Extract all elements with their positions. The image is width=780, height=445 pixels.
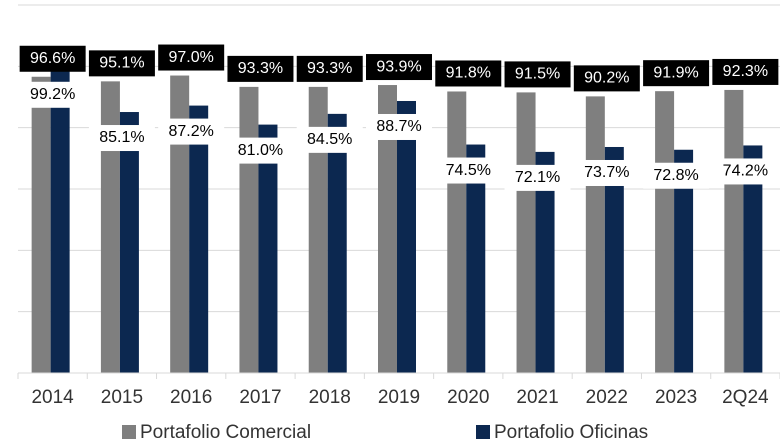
bar	[327, 113, 347, 373]
x-tick-label: 2016	[170, 387, 212, 408]
bar	[119, 112, 139, 373]
data-label-box	[19, 81, 86, 108]
x-tick-label: 2023	[655, 387, 697, 408]
bar	[397, 100, 416, 373]
x-tick-label: 2019	[378, 387, 420, 408]
bar	[535, 151, 555, 373]
legend-swatch	[476, 425, 490, 439]
x-tick-label: 2020	[447, 387, 489, 408]
data-label: 91.5%	[515, 66, 560, 83]
x-tick-label: 2014	[31, 387, 74, 408]
data-label-box	[88, 125, 155, 152]
bar	[516, 92, 536, 374]
data-label-box	[504, 61, 571, 88]
data-label: 95.1%	[99, 55, 144, 72]
data-label: 87.2%	[168, 123, 213, 140]
data-label: 72.8%	[653, 167, 698, 184]
data-label-box	[435, 157, 502, 184]
bar	[258, 124, 278, 373]
bar	[239, 86, 259, 373]
data-label: 85.1%	[99, 129, 144, 146]
data-label: 88.7%	[376, 118, 421, 135]
data-label: 72.1%	[515, 169, 560, 186]
data-label-box	[296, 126, 363, 153]
bar	[378, 85, 397, 373]
data-label: 74.2%	[723, 163, 768, 180]
data-label-box	[643, 60, 710, 87]
data-label-box	[643, 162, 710, 189]
data-label: 93.9%	[376, 58, 421, 75]
data-label-box	[712, 58, 779, 85]
data-label: 84.5%	[307, 131, 352, 148]
x-tick-label: 2018	[309, 387, 351, 408]
x-tick-label: 2022	[586, 387, 628, 408]
data-label: 93.3%	[238, 60, 283, 77]
data-label: 73.7%	[584, 164, 629, 181]
bar	[585, 96, 605, 374]
bar	[170, 75, 190, 374]
data-label-box	[366, 113, 432, 140]
data-label-box	[296, 55, 363, 82]
x-tick-label: 2Q24	[722, 387, 769, 408]
data-label-box	[504, 164, 571, 191]
data-label-box	[573, 65, 640, 92]
data-label-box	[19, 45, 86, 72]
data-label-box	[573, 159, 640, 186]
data-label-box	[366, 54, 432, 81]
bar	[100, 81, 120, 374]
data-label: 92.3%	[723, 63, 768, 80]
data-label: 81.0%	[238, 142, 283, 159]
bar	[189, 105, 209, 373]
x-tick-label: 2015	[101, 387, 143, 408]
bar	[50, 68, 70, 373]
data-label-box	[227, 137, 294, 164]
data-label-box	[227, 55, 294, 82]
data-label: 99.2%	[30, 86, 75, 103]
bar	[655, 91, 675, 373]
data-label-box	[712, 158, 779, 185]
x-tick-label: 2017	[239, 387, 281, 408]
data-label-box	[158, 44, 225, 71]
legend-swatch	[122, 425, 136, 439]
data-label: 91.8%	[446, 65, 491, 82]
bar	[308, 86, 328, 373]
data-label: 91.9%	[653, 64, 698, 81]
data-label: 96.6%	[30, 50, 75, 67]
data-label: 74.5%	[446, 162, 491, 179]
data-label: 97.0%	[168, 49, 213, 66]
data-label-box	[435, 60, 502, 87]
legend-label: Portafolio Oficinas	[494, 422, 648, 443]
data-label-box	[158, 118, 225, 145]
bar	[31, 76, 51, 373]
data-label: 90.2%	[584, 70, 629, 87]
bar	[743, 145, 763, 373]
data-label-box	[88, 50, 155, 77]
legend-label: Portafolio Comercial	[140, 422, 311, 443]
data-label: 93.3%	[307, 60, 352, 77]
bar	[466, 144, 486, 373]
bar	[604, 146, 624, 373]
bar	[447, 91, 467, 373]
bar	[674, 149, 694, 373]
bar	[724, 89, 744, 374]
x-tick-label: 2021	[516, 387, 558, 408]
